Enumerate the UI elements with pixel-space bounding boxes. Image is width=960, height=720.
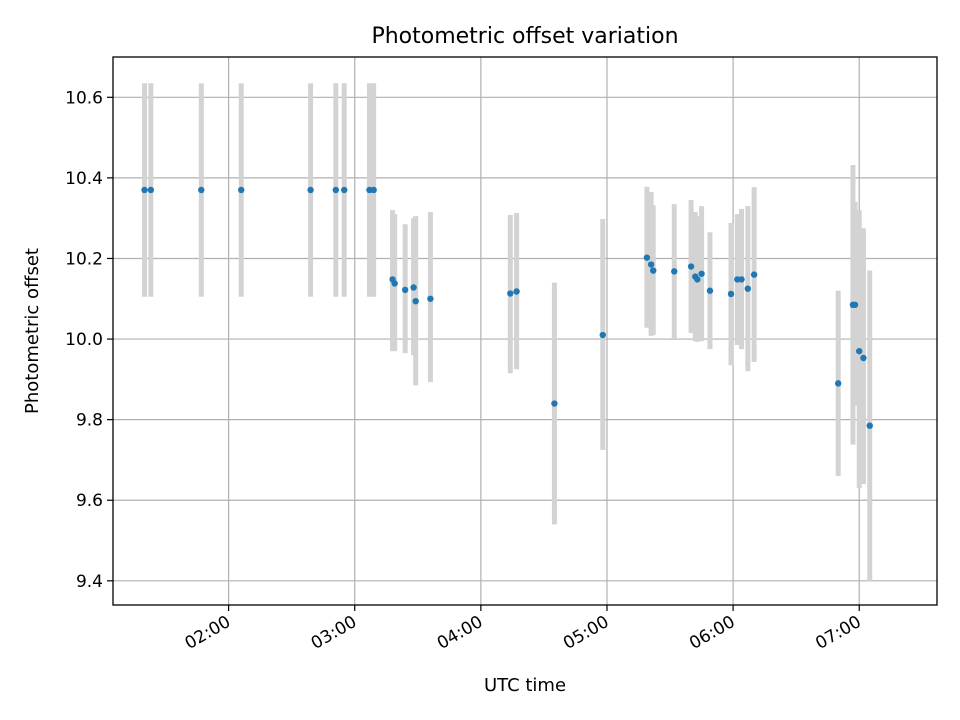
data-point [835, 380, 842, 387]
data-point [750, 271, 758, 278]
y-tick-label: 10.0 [65, 330, 103, 350]
data-point [513, 288, 520, 295]
x-tick-label: 06:00 [686, 612, 738, 654]
data-point [599, 331, 606, 339]
x-tick-label: 05:00 [560, 612, 612, 654]
y-axis-label: Photometric offset [22, 248, 43, 414]
axis-ticks: 9.4 9.6 9.8 10.0 10.2 10.4 10.6 02:00 03:00 04:00… [65, 88, 865, 654]
data-point [647, 261, 655, 268]
chart-title: Photometric offset variation [371, 24, 678, 49]
data-point [147, 186, 155, 194]
plot-frame [112, 56, 938, 606]
x-tick-label: 02:00 [182, 612, 234, 654]
data-point [866, 422, 873, 429]
data-point [738, 276, 745, 283]
data-points [141, 186, 873, 429]
y-tick-label: 9.6 [76, 491, 103, 511]
data-point [307, 186, 314, 194]
data-point [370, 186, 377, 194]
data-point [687, 263, 695, 270]
data-point [856, 347, 863, 355]
x-axis-label: UTC time [484, 675, 566, 696]
data-point [391, 280, 398, 287]
data-point [507, 290, 514, 297]
y-tick-label: 9.4 [76, 572, 103, 592]
data-point [341, 186, 348, 194]
data-point [427, 295, 434, 302]
data-point [332, 186, 340, 194]
grid-lines [113, 57, 937, 605]
error-bars [142, 83, 873, 581]
data-point [744, 285, 752, 292]
x-tick-label: 07:00 [812, 612, 864, 654]
data-point [643, 254, 651, 261]
y-tick-label: 10.2 [65, 249, 103, 269]
data-point [238, 186, 245, 194]
y-tick-label: 10.4 [65, 169, 103, 189]
data-point [551, 400, 558, 407]
y-tick-label: 10.6 [65, 88, 103, 108]
data-point [698, 270, 705, 277]
data-point [650, 267, 657, 274]
data-point [198, 186, 205, 194]
data-point [141, 186, 148, 194]
y-tick-label: 9.8 [76, 411, 103, 431]
x-tick-label: 03:00 [308, 612, 360, 654]
data-point [694, 276, 701, 283]
data-point [706, 287, 714, 294]
data-point [860, 354, 867, 362]
data-point [410, 284, 417, 291]
x-tick-label: 04:00 [434, 612, 486, 654]
data-point [671, 268, 678, 275]
data-point [727, 290, 735, 298]
data-point [851, 301, 859, 309]
data-point [401, 286, 409, 294]
data-point [412, 297, 419, 305]
